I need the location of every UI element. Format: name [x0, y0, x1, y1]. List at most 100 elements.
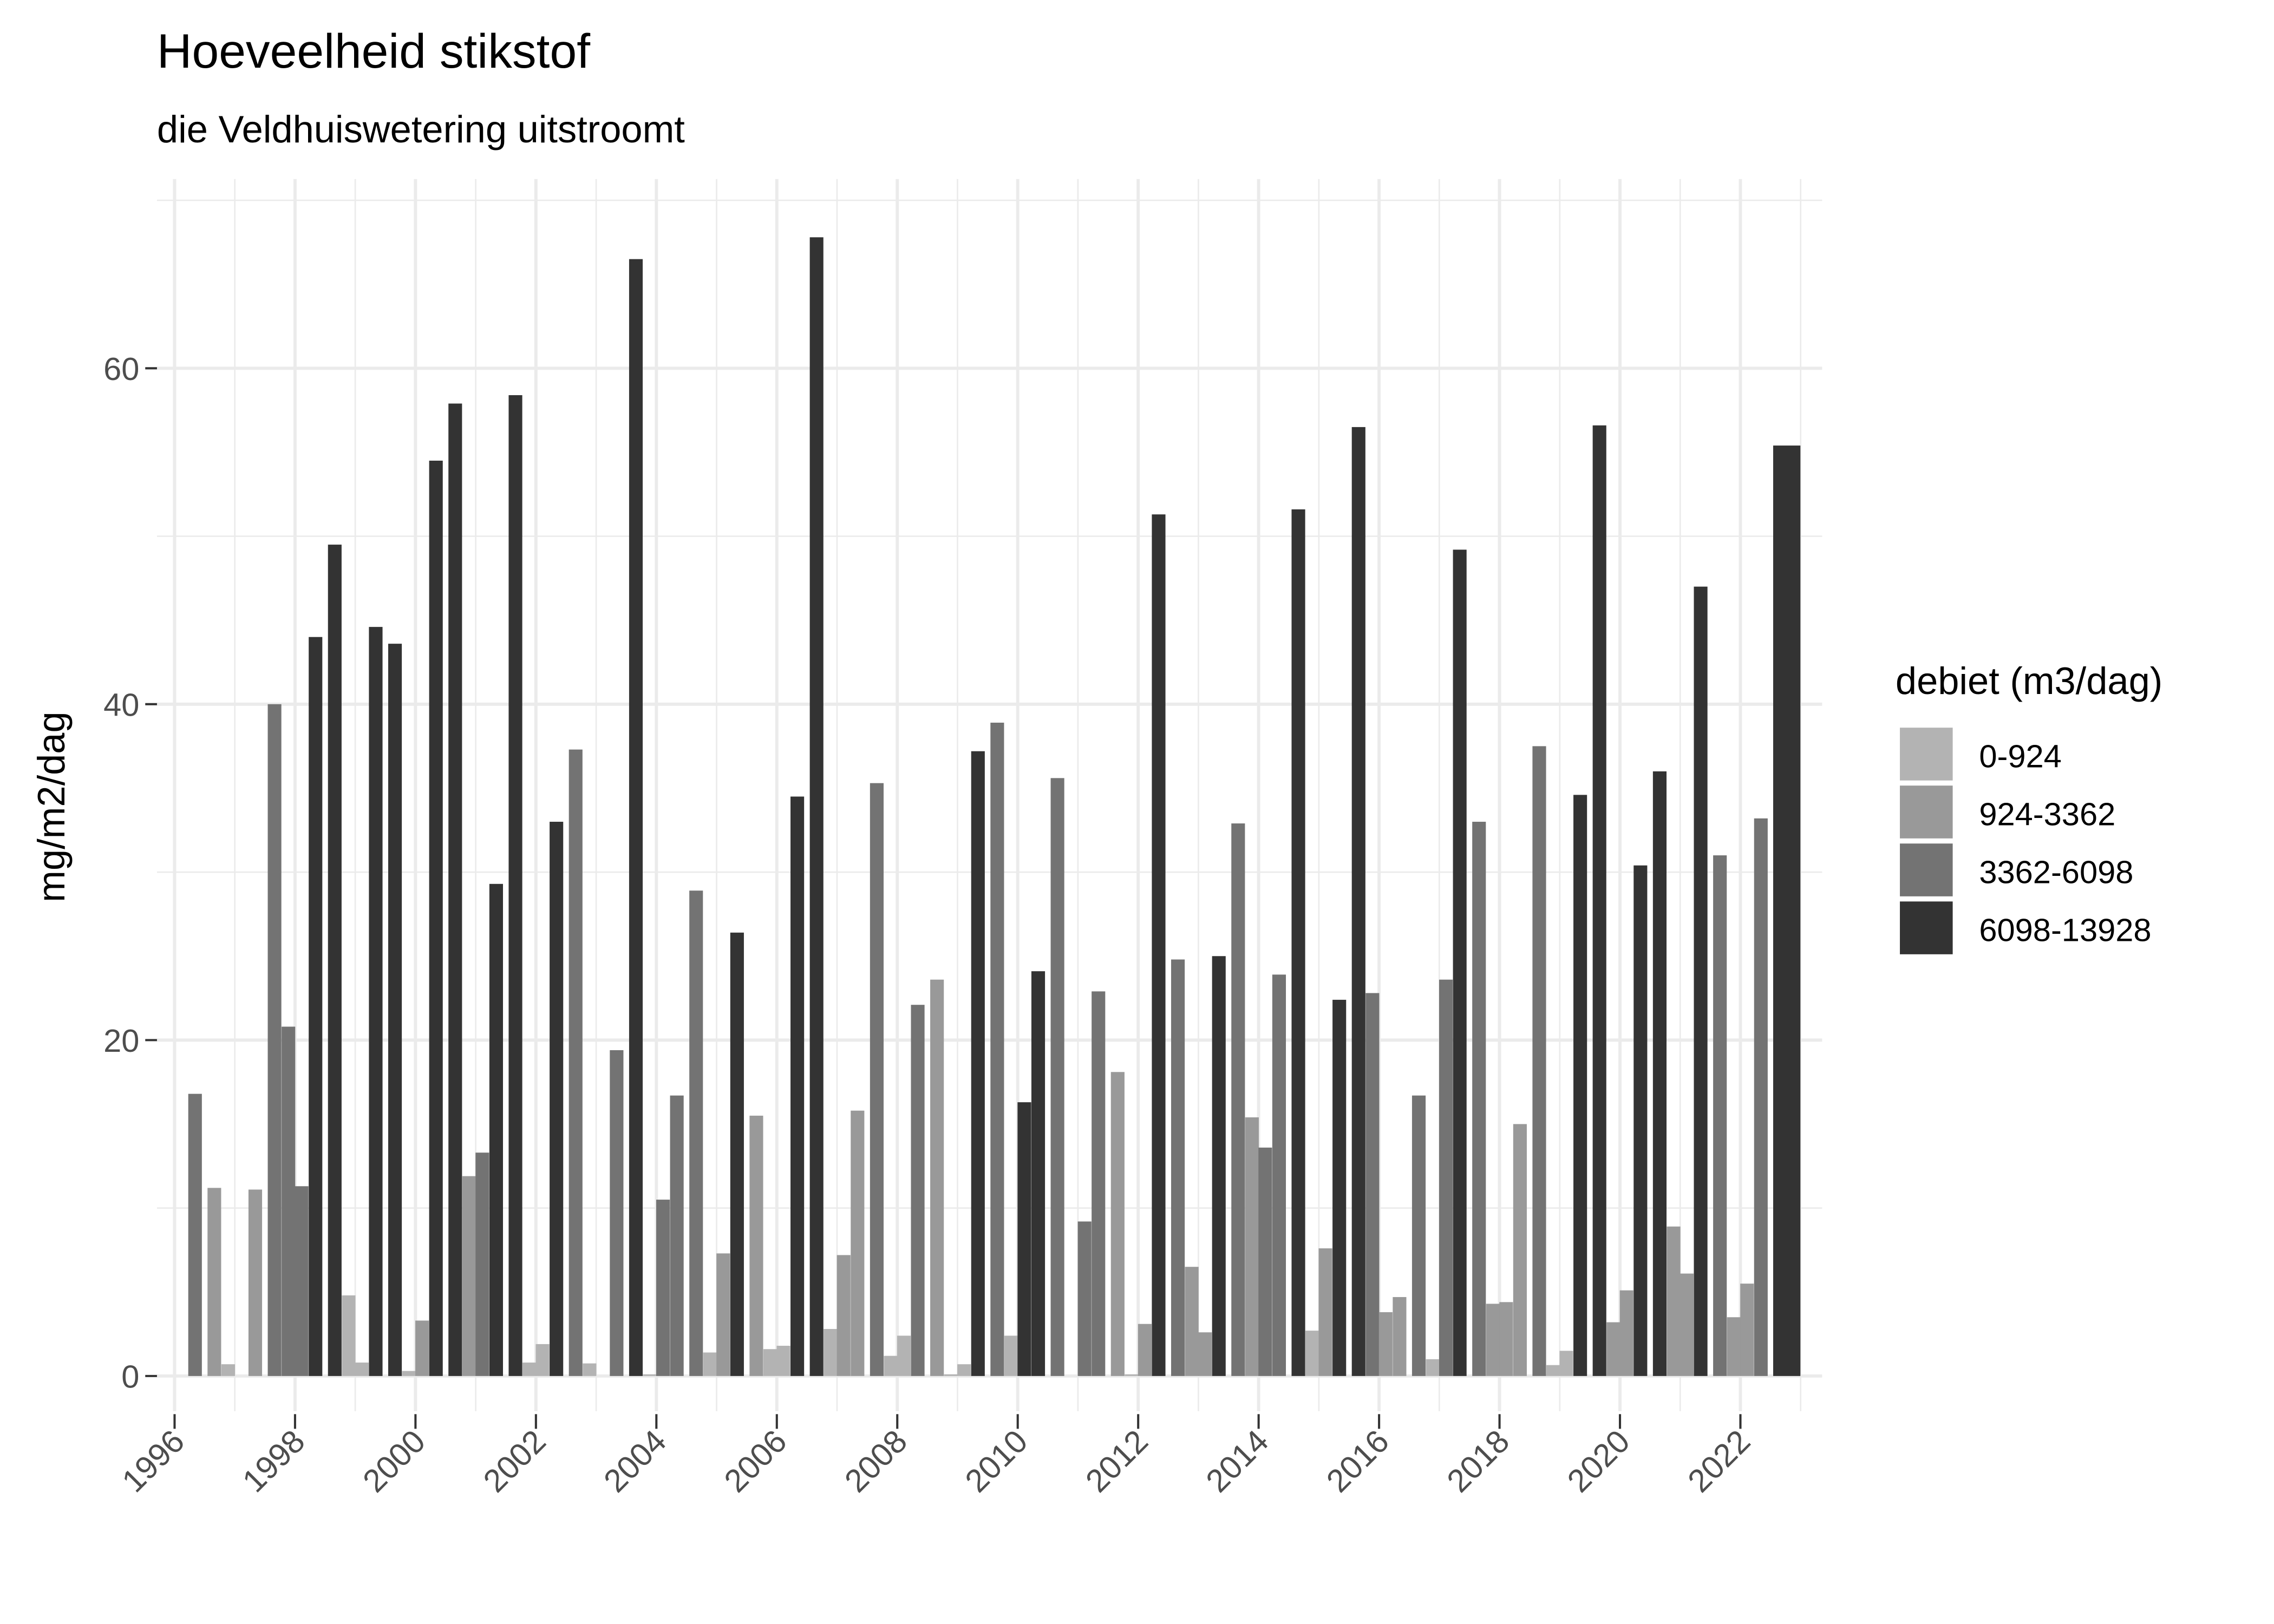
bar	[1393, 1297, 1407, 1376]
bar	[884, 1355, 898, 1376]
bar	[749, 1115, 763, 1376]
bar	[1305, 1331, 1319, 1376]
bar	[221, 1364, 236, 1376]
bar	[1472, 822, 1486, 1376]
bar	[508, 395, 522, 1376]
legend-label: 3362-6098	[1979, 854, 2133, 890]
y-tick-label: 40	[103, 687, 139, 723]
bar	[1532, 746, 1546, 1376]
bar	[429, 460, 443, 1376]
bar	[328, 545, 342, 1376]
x-tick-label: 2020	[1560, 1423, 1637, 1499]
bar	[1050, 778, 1064, 1376]
x-tick-label: 1996	[115, 1423, 191, 1499]
bar	[1004, 1335, 1018, 1376]
bar	[535, 1344, 550, 1376]
bar	[1559, 1351, 1573, 1376]
bar	[1291, 509, 1305, 1376]
bar	[897, 1335, 911, 1376]
bar	[1667, 1226, 1681, 1376]
bar	[824, 1328, 838, 1376]
bar	[207, 1188, 221, 1376]
bar	[656, 1200, 670, 1376]
bar	[911, 1005, 925, 1376]
bar	[1773, 446, 1801, 1376]
bar	[643, 1374, 657, 1376]
bar	[1378, 1312, 1393, 1376]
bar	[629, 259, 643, 1376]
bar	[1412, 1095, 1426, 1376]
bar	[568, 749, 583, 1376]
bar	[837, 1255, 851, 1376]
bar	[1754, 818, 1768, 1376]
grid	[156, 179, 1822, 1411]
x-tick-label: 1998	[236, 1423, 312, 1499]
x-tick-label: 2012	[1079, 1423, 1155, 1499]
bar	[1198, 1332, 1212, 1376]
bar	[716, 1253, 730, 1376]
y-tick-label: 60	[103, 351, 139, 387]
chart-subtitle: die Veldhuiswetering uitstroomt	[157, 108, 685, 150]
bar	[1351, 427, 1365, 1376]
bar	[1740, 1284, 1754, 1376]
bar	[1652, 771, 1667, 1376]
bar	[282, 1026, 296, 1376]
bar	[1185, 1267, 1199, 1376]
bar	[1619, 1290, 1633, 1376]
y-tick-label: 0	[121, 1359, 139, 1395]
bar	[763, 1349, 777, 1376]
bar	[462, 1176, 476, 1376]
bar	[990, 722, 1004, 1376]
bar	[402, 1371, 416, 1376]
bar	[1272, 974, 1286, 1376]
bar	[342, 1295, 356, 1376]
bar	[295, 1186, 309, 1376]
bar	[1077, 1221, 1092, 1376]
bar	[1727, 1317, 1741, 1376]
bar	[369, 627, 383, 1376]
bar	[248, 1189, 263, 1376]
bar	[689, 890, 703, 1376]
bar	[809, 237, 824, 1376]
bar	[851, 1110, 865, 1376]
bar	[703, 1352, 717, 1376]
bar	[388, 644, 402, 1376]
bar	[790, 796, 805, 1376]
bar	[475, 1152, 489, 1376]
bars	[188, 237, 1801, 1376]
bar	[870, 783, 884, 1376]
bar	[448, 403, 462, 1376]
x-tick-label: 2022	[1681, 1423, 1757, 1499]
legend-key	[1900, 843, 1953, 896]
bar	[971, 751, 985, 1376]
legend-label: 6098-13928	[1979, 912, 2151, 948]
bar	[1125, 1374, 1139, 1376]
bar	[1633, 865, 1648, 1376]
bar	[1152, 514, 1166, 1376]
legend-key	[1900, 785, 1953, 839]
x-tick-label: 2004	[597, 1423, 673, 1499]
x-tick-label: 2006	[717, 1423, 793, 1499]
bar	[1258, 1147, 1272, 1376]
bar	[1592, 425, 1606, 1376]
x-tick-label: 2016	[1319, 1423, 1396, 1499]
bar	[1212, 956, 1226, 1376]
x-tick-label: 2002	[476, 1423, 553, 1499]
bar	[1453, 549, 1467, 1376]
x-tick-label: 2008	[838, 1423, 914, 1499]
bar	[1138, 1324, 1152, 1376]
bar	[1171, 959, 1185, 1376]
x-tick-label: 2014	[1199, 1423, 1275, 1499]
bar	[610, 1050, 624, 1376]
bar	[1092, 991, 1106, 1376]
bar	[1694, 586, 1708, 1376]
bar	[1426, 1359, 1440, 1376]
bar	[522, 1363, 537, 1376]
bar	[957, 1364, 971, 1376]
bar	[583, 1363, 597, 1376]
bar	[670, 1095, 684, 1376]
bar	[1245, 1117, 1259, 1376]
bar	[415, 1320, 429, 1376]
y-tick-label: 20	[103, 1023, 139, 1059]
